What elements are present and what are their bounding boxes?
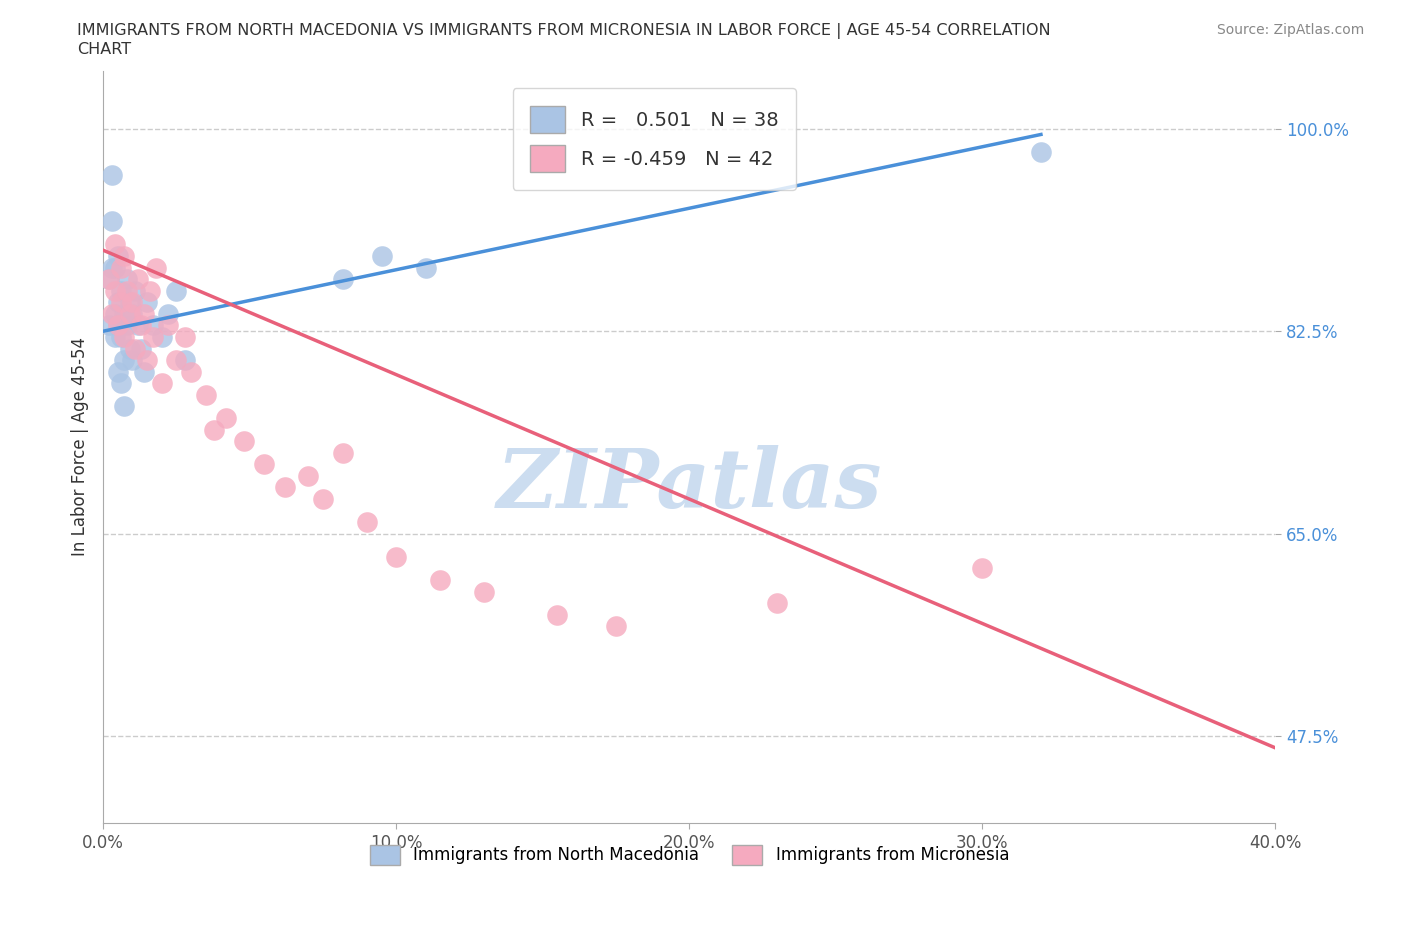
Point	[118, 341, 141, 356]
Point	[118, 295, 141, 310]
Point	[766, 596, 789, 611]
Point	[429, 573, 451, 588]
Point	[312, 492, 335, 507]
Point	[124, 341, 146, 356]
Point	[112, 248, 135, 263]
Point	[101, 167, 124, 182]
Point	[115, 284, 138, 299]
Point	[104, 237, 127, 252]
Point	[165, 352, 187, 367]
Point	[104, 329, 127, 344]
Point	[98, 272, 121, 286]
Point	[546, 607, 568, 622]
Point	[104, 260, 127, 275]
Point	[142, 329, 165, 344]
Point	[101, 306, 124, 321]
Point	[121, 352, 143, 367]
Point	[98, 318, 121, 333]
Point	[150, 376, 173, 391]
Point	[118, 306, 141, 321]
Point	[174, 329, 197, 344]
Point	[605, 619, 627, 634]
Point	[370, 248, 392, 263]
Point	[121, 306, 143, 321]
Point	[127, 318, 149, 333]
Point	[98, 272, 121, 286]
Point	[110, 284, 132, 299]
Point	[1029, 144, 1052, 159]
Point	[121, 295, 143, 310]
Point	[129, 318, 152, 333]
Point	[139, 284, 162, 299]
Point	[232, 433, 254, 448]
Point	[136, 352, 159, 367]
Point	[415, 260, 437, 275]
Point	[136, 295, 159, 310]
Point	[332, 272, 354, 286]
Point	[174, 352, 197, 367]
Point	[150, 329, 173, 344]
Text: IMMIGRANTS FROM NORTH MACEDONIA VS IMMIGRANTS FROM MICRONESIA IN LABOR FORCE | A: IMMIGRANTS FROM NORTH MACEDONIA VS IMMIG…	[77, 23, 1050, 39]
Point	[107, 295, 129, 310]
Point	[101, 260, 124, 275]
Point	[101, 214, 124, 229]
Point	[115, 318, 138, 333]
Point	[180, 365, 202, 379]
Point	[253, 457, 276, 472]
Point	[107, 248, 129, 263]
Point	[134, 306, 156, 321]
Point	[129, 341, 152, 356]
Point	[356, 515, 378, 530]
Point	[110, 260, 132, 275]
Point	[107, 318, 129, 333]
Point	[115, 272, 138, 286]
Point	[124, 284, 146, 299]
Point	[472, 584, 495, 599]
Point	[332, 445, 354, 460]
Point	[104, 306, 127, 321]
Point	[142, 318, 165, 333]
Point	[110, 295, 132, 310]
Point	[107, 318, 129, 333]
Point	[110, 376, 132, 391]
Text: Source: ZipAtlas.com: Source: ZipAtlas.com	[1216, 23, 1364, 37]
Point	[112, 399, 135, 414]
Point	[127, 272, 149, 286]
Point	[194, 388, 217, 403]
Point	[134, 365, 156, 379]
Point	[385, 550, 408, 565]
Y-axis label: In Labor Force | Age 45-54: In Labor Force | Age 45-54	[72, 338, 89, 556]
Text: ZIPatlas: ZIPatlas	[496, 445, 882, 525]
Point	[156, 306, 179, 321]
Point	[107, 365, 129, 379]
Point	[297, 469, 319, 484]
Point	[110, 329, 132, 344]
Point	[204, 422, 226, 437]
Point	[112, 352, 135, 367]
Text: CHART: CHART	[77, 42, 131, 57]
Legend: Immigrants from North Macedonia, Immigrants from Micronesia: Immigrants from North Macedonia, Immigra…	[363, 839, 1015, 871]
Point	[104, 284, 127, 299]
Point	[165, 284, 187, 299]
Point	[112, 329, 135, 344]
Point	[112, 306, 135, 321]
Point	[156, 318, 179, 333]
Point	[274, 480, 297, 495]
Point	[972, 561, 994, 576]
Point	[145, 260, 167, 275]
Point	[215, 410, 238, 425]
